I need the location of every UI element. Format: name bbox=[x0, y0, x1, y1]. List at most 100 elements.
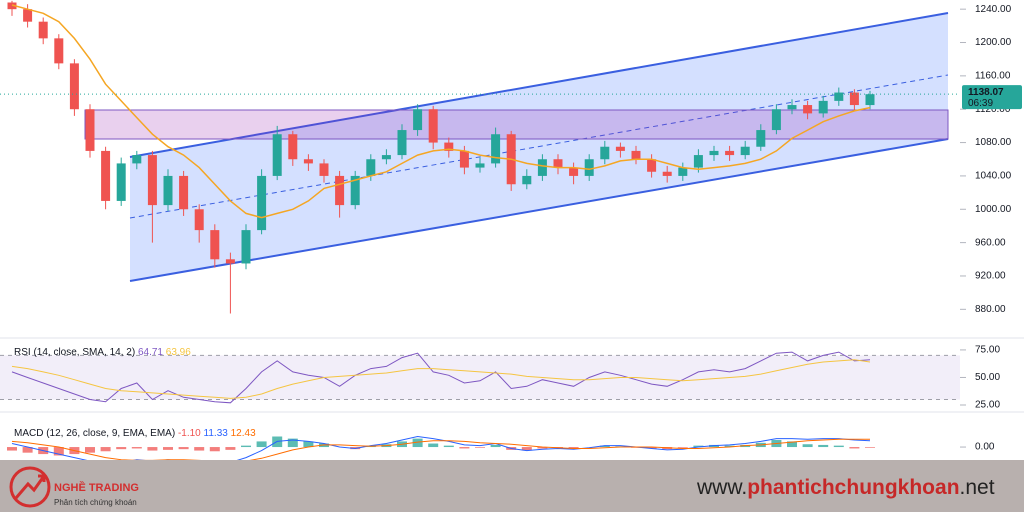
candle-body bbox=[725, 150, 735, 156]
candle-body bbox=[225, 259, 235, 264]
candle-body bbox=[600, 146, 610, 160]
candle-body bbox=[397, 130, 407, 156]
histogram-bar bbox=[116, 447, 127, 450]
url-suffix: .net bbox=[960, 476, 995, 499]
candle-body bbox=[413, 109, 423, 131]
candle-body bbox=[553, 159, 563, 168]
candle-body bbox=[335, 175, 345, 206]
footer-bar bbox=[0, 460, 1024, 512]
y-tick-label: 920.00 bbox=[975, 271, 1006, 282]
candle-body bbox=[85, 109, 95, 151]
histogram-bar bbox=[131, 447, 142, 449]
candle-body bbox=[475, 163, 485, 168]
y-tick-label: 75.00 bbox=[975, 345, 1000, 356]
candle-body bbox=[693, 155, 703, 168]
histogram-bar bbox=[475, 447, 485, 448]
candle-body bbox=[163, 175, 173, 206]
histogram-bar bbox=[412, 438, 423, 448]
candle-body bbox=[23, 9, 33, 22]
histogram-bar bbox=[256, 441, 267, 448]
histogram-bar bbox=[677, 447, 688, 448]
histogram-bar bbox=[178, 447, 189, 450]
candle-body bbox=[132, 155, 142, 164]
y-tick-label: 1080.00 bbox=[975, 137, 1012, 148]
histogram-bar bbox=[818, 444, 829, 448]
candle-body bbox=[350, 175, 360, 206]
histogram-bar bbox=[53, 447, 64, 456]
y-tick-label: 0.00 bbox=[975, 442, 995, 453]
histogram-bar bbox=[646, 447, 657, 449]
y-tick-label: 1040.00 bbox=[975, 171, 1012, 182]
macd-pane bbox=[7, 435, 875, 460]
candle-body bbox=[522, 175, 532, 185]
candle-body bbox=[662, 171, 672, 176]
last-price: 1138.07 bbox=[968, 87, 1004, 98]
candle-body bbox=[257, 175, 267, 231]
candle-body bbox=[834, 92, 844, 101]
candle-body bbox=[272, 134, 282, 176]
candle-body bbox=[116, 163, 126, 201]
channel-mid bbox=[129, 74, 949, 219]
y-tick-label: 1120.00 bbox=[975, 104, 1011, 115]
histogram-bar bbox=[241, 445, 251, 448]
histogram-bar bbox=[802, 444, 813, 448]
price-pane bbox=[0, 0, 960, 314]
candle-body bbox=[740, 146, 750, 156]
candle-body bbox=[179, 175, 189, 210]
histogram-bar bbox=[100, 447, 111, 452]
candle-body bbox=[101, 150, 111, 201]
histogram-bar bbox=[22, 447, 33, 453]
candle-body bbox=[459, 150, 469, 168]
candle-body bbox=[366, 159, 376, 176]
candle-body bbox=[537, 159, 547, 176]
macd-value: 11.33 bbox=[204, 428, 229, 439]
channel-upper bbox=[129, 12, 949, 158]
histogram-bar bbox=[163, 447, 173, 450]
line bbox=[11, 438, 870, 460]
brand: NGHỀ TRADING bbox=[54, 481, 139, 494]
range-box bbox=[84, 109, 949, 140]
candle-body bbox=[756, 130, 766, 147]
histogram-bar bbox=[287, 438, 298, 448]
line bbox=[11, 4, 871, 219]
rsi-title: RSI (14, close, SMA, 14, 2) bbox=[14, 347, 135, 358]
candle-body bbox=[303, 159, 313, 164]
y-tick-label: 25.00 bbox=[975, 400, 1000, 411]
last-price-box bbox=[962, 85, 1022, 110]
candle-body bbox=[38, 21, 48, 39]
signal-value: 12.43 bbox=[231, 428, 256, 439]
candle-body bbox=[7, 2, 17, 10]
candle-body bbox=[803, 105, 813, 114]
histogram-bar bbox=[85, 447, 95, 453]
rsi-band bbox=[0, 355, 960, 400]
candle-body bbox=[491, 134, 501, 164]
histogram-bar bbox=[428, 443, 439, 448]
rsi-pane bbox=[0, 351, 960, 404]
macd-title: MACD (12, 26, close, 9, EMA, EMA) bbox=[14, 428, 175, 439]
price-axis: 880.00 920.00 960.00 1000.00 1040.00 1080.00 1… bbox=[960, 4, 1022, 453]
rsi-legend: RSI (14, close, SMA, 14, 2) 64.71 63.96 bbox=[14, 347, 191, 358]
logo-ring bbox=[9, 466, 51, 508]
candle-body bbox=[319, 163, 329, 176]
y-tick-label: 960.00 bbox=[975, 237, 1006, 248]
histogram-bar bbox=[147, 447, 158, 451]
y-tick-label: 880.00 bbox=[975, 304, 1006, 315]
y-tick-label: 1240.00 bbox=[975, 4, 1012, 15]
website: www.phantichchungkhoan.net bbox=[696, 476, 995, 499]
histogram-bar bbox=[303, 441, 314, 448]
candle-body bbox=[865, 94, 875, 106]
histogram-bar bbox=[693, 445, 704, 448]
histogram-bar bbox=[849, 447, 860, 449]
candle-body bbox=[584, 159, 594, 176]
histogram-bar bbox=[865, 447, 875, 448]
candle-body bbox=[241, 230, 251, 264]
candle-body bbox=[147, 155, 157, 206]
candle-body bbox=[631, 150, 641, 160]
macd-hist-value: -1.10 bbox=[178, 428, 201, 439]
histogram-bar bbox=[568, 447, 579, 449]
rsi-ma-value: 63.96 bbox=[166, 347, 191, 358]
histogram-bar bbox=[209, 447, 220, 452]
histogram-bar bbox=[194, 447, 205, 451]
candle-body bbox=[771, 109, 781, 131]
